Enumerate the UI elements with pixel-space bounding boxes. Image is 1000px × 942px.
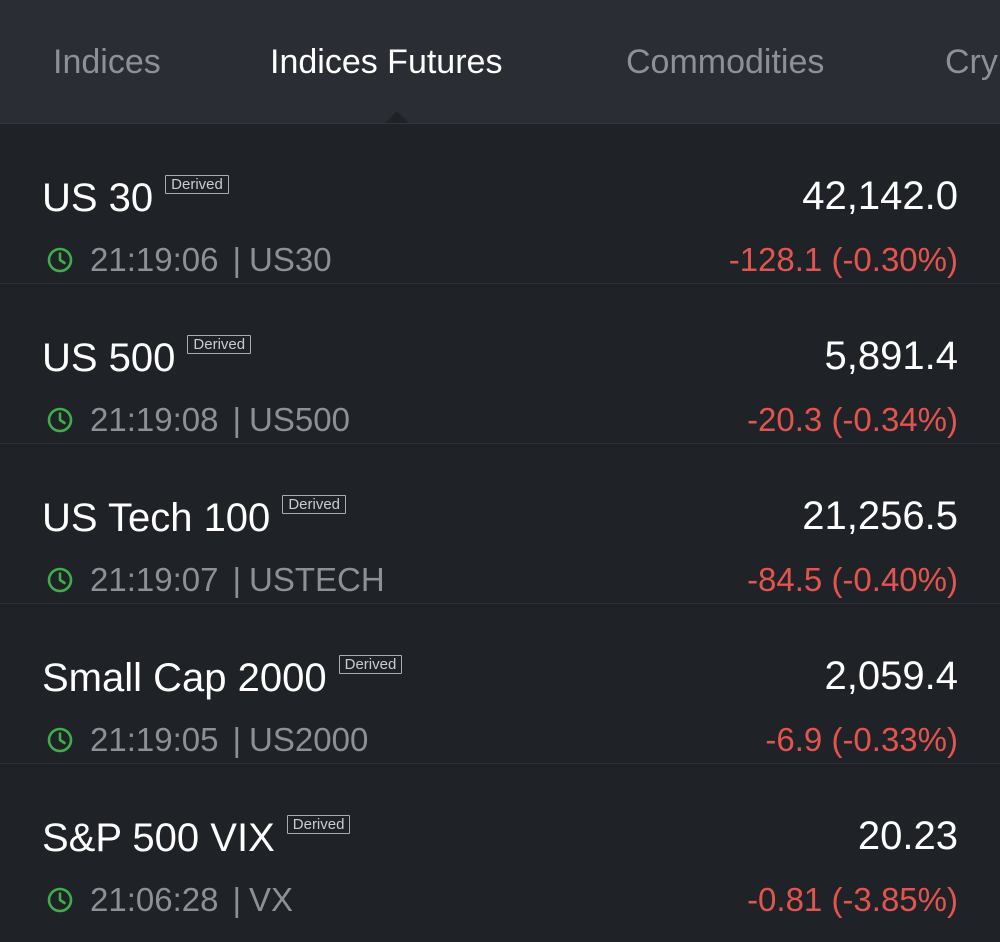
instrument-name: US 30: [42, 176, 154, 220]
tab-commodities[interactable]: Commodities: [626, 43, 825, 81]
meta-separator: |: [232, 881, 242, 918]
price-change: -128.1 (-0.30%): [728, 241, 958, 278]
instrument-symbol: VX: [249, 881, 294, 918]
instrument-row-us500[interactable]: US 500 Derived 5,891.4 21:19:08 | US500 -20…: [0, 284, 1000, 444]
instrument-meta: 21:19:07 | USTECH: [46, 560, 385, 600]
tab-indices-futures[interactable]: Indices Futures: [270, 43, 503, 81]
instrument-name: US 500: [42, 336, 176, 380]
clock-icon: [46, 880, 74, 920]
instrument-meta: 21:19:06 | US30: [46, 240, 332, 280]
instrument-price: 20.23: [857, 814, 958, 858]
instrument-name-line: Small Cap 2000 Derived: [42, 654, 403, 702]
instrument-name-line: US Tech 100 Derived: [42, 494, 346, 542]
instrument-name: Small Cap 2000: [42, 656, 327, 700]
meta-separator: |: [232, 401, 242, 438]
instrument-row-us2000[interactable]: Small Cap 2000 Derived 2,059.4 21:19:05 | U…: [0, 604, 1000, 764]
last-update-time: 21:19:08: [90, 401, 219, 438]
category-tab-bar: Indices Indices Futures Commodities Cry: [0, 0, 1000, 124]
instrument-row-us30[interactable]: US 30 Derived 42,142.0 21:19:06 | US30 -128…: [0, 124, 1000, 284]
clock-icon: [46, 720, 74, 760]
last-update-time: 21:06:28: [90, 881, 219, 918]
derived-badge: Derived: [338, 655, 403, 674]
price-change: -84.5 (-0.40%): [747, 561, 958, 598]
instrument-name-line: S&P 500 VIX Derived: [42, 814, 351, 862]
last-update-time: 21:19:07: [90, 561, 219, 598]
tab-crypto[interactable]: Cry: [945, 43, 998, 81]
instrument-symbol: US2000: [249, 721, 369, 758]
instrument-meta: 21:19:05 | US2000: [46, 720, 368, 760]
instrument-row-ustech[interactable]: US Tech 100 Derived 21,256.5 21:19:07 | UST…: [0, 444, 1000, 604]
meta-separator: |: [232, 241, 242, 278]
meta-separator: |: [232, 721, 242, 758]
instrument-meta: 21:19:08 | US500: [46, 400, 350, 440]
active-tab-indicator: [385, 111, 409, 123]
instrument-price: 42,142.0: [802, 174, 958, 218]
clock-icon: [46, 240, 74, 280]
instrument-symbol: US30: [249, 241, 332, 278]
instrument-price: 21,256.5: [802, 494, 958, 538]
instrument-name-line: US 30 Derived: [42, 174, 229, 222]
instrument-name: US Tech 100: [42, 496, 271, 540]
clock-icon: [46, 400, 74, 440]
instrument-price: 5,891.4: [824, 334, 958, 378]
derived-badge: Derived: [282, 495, 346, 514]
last-update-time: 21:19:06: [90, 241, 219, 278]
derived-badge: Derived: [286, 815, 351, 834]
tab-indices[interactable]: Indices: [53, 43, 161, 81]
instrument-name: S&P 500 VIX: [42, 816, 275, 860]
price-change: -0.81 (-3.85%): [747, 881, 958, 918]
instrument-price: 2,059.4: [824, 654, 958, 698]
instrument-symbol: USTECH: [249, 561, 385, 598]
meta-separator: |: [232, 561, 242, 598]
instrument-row-vx[interactable]: S&P 500 VIX Derived 20.23 21:06:28 | VX -0.…: [0, 764, 1000, 923]
instrument-name-line: US 500 Derived: [42, 334, 252, 382]
instrument-meta: 21:06:28 | VX: [46, 880, 293, 920]
last-update-time: 21:19:05: [90, 721, 219, 758]
derived-badge: Derived: [165, 175, 229, 194]
clock-icon: [46, 560, 74, 600]
derived-badge: Derived: [187, 335, 252, 354]
instrument-symbol: US500: [249, 401, 350, 438]
price-change: -20.3 (-0.34%): [747, 401, 958, 438]
price-change: -6.9 (-0.33%): [765, 721, 958, 758]
instrument-list: US 30 Derived 42,142.0 21:19:06 | US30 -128…: [0, 124, 1000, 923]
